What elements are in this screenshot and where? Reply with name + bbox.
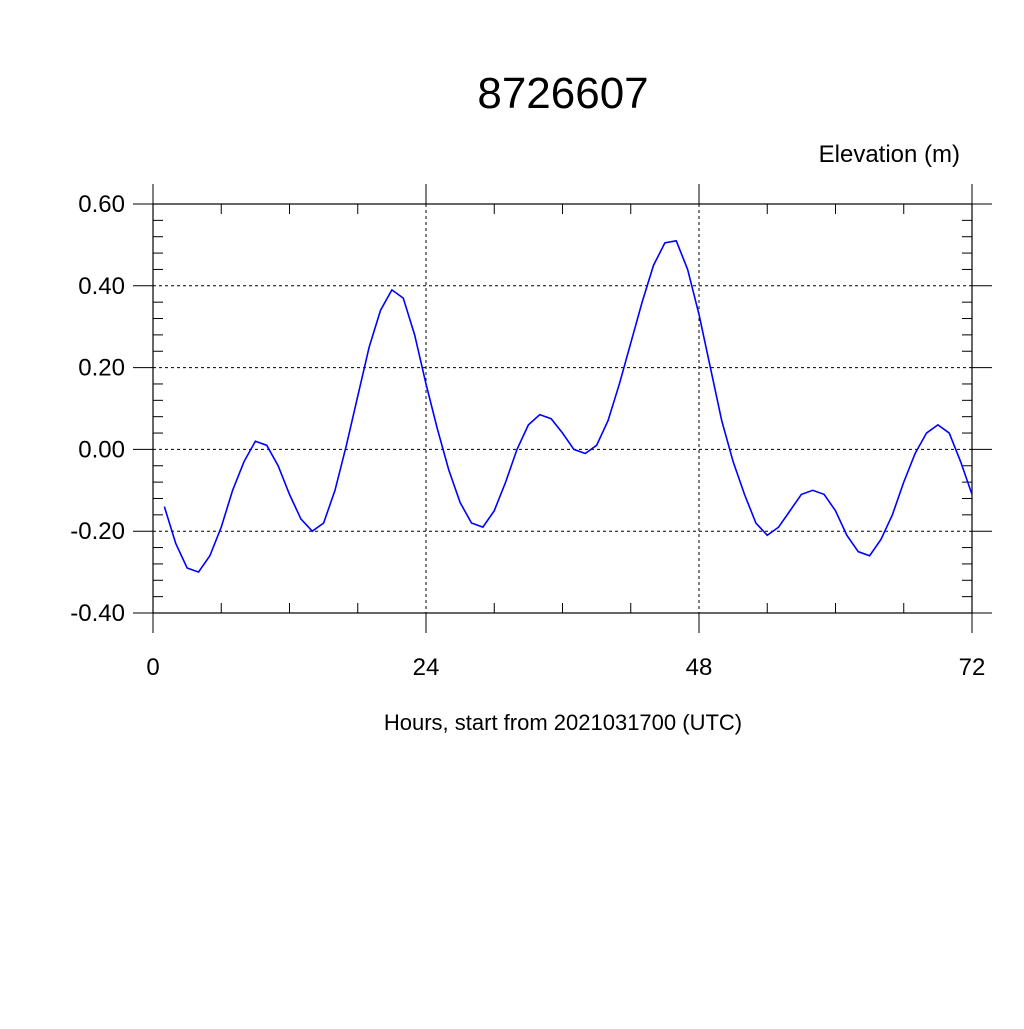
y-tick-label: 0.40 [78,273,125,300]
y-tick-label: -0.40 [70,600,125,627]
x-tick-label: 72 [959,654,986,681]
chart-title: 8726607 [477,69,648,118]
tick-labels: -0.40 -0.20 0.00 0.20 0.40 0.60 0 24 48 72 [70,191,985,681]
plot-frame [152,203,973,614]
y-tick-label: -0.20 [70,518,125,545]
y-tick-label: 0.20 [78,355,125,382]
x-tick-label: 48 [686,654,713,681]
x-axis-label: Hours, start from 2021031700 (UTC) [384,710,742,735]
x-tick-label: 24 [413,654,440,681]
y-tick-label: 0.60 [78,191,125,218]
y-tick-label: 0.00 [78,436,125,463]
units-label: Elevation (m) [819,141,960,168]
x-tick-label: 0 [146,654,159,681]
elevation-series-line [163,239,972,574]
grid [152,203,973,614]
series [163,239,972,574]
axes [133,184,992,633]
